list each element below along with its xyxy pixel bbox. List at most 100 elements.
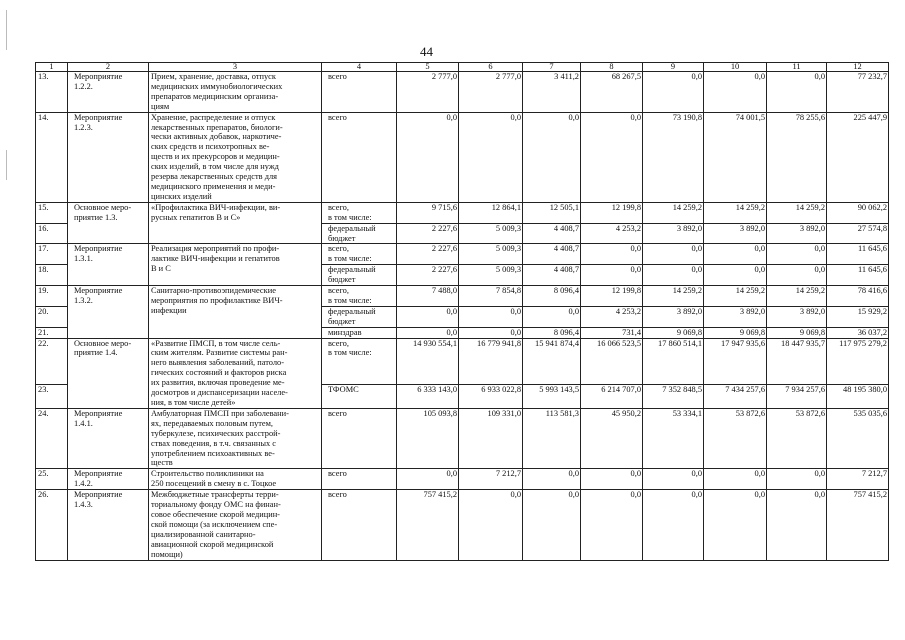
value-cell: 0,0 bbox=[642, 71, 704, 113]
value-cell: 109 331,0 bbox=[458, 407, 523, 470]
row-number: 26. bbox=[35, 489, 68, 561]
activity-name: Мероприятие 1.3.2. bbox=[67, 285, 149, 339]
row-number: 14. bbox=[35, 111, 68, 203]
value-cell: 7 854,8 bbox=[458, 285, 523, 307]
value-cell: 53 334,1 bbox=[642, 407, 704, 470]
scan-margin-mark bbox=[6, 150, 7, 180]
value-cell: 0,0 bbox=[703, 489, 767, 561]
value-cell: 77 232,7 bbox=[826, 71, 889, 113]
row-number: 16. bbox=[35, 222, 68, 245]
value-cell: 12 864,1 bbox=[458, 201, 523, 224]
activity-name: Основное меро- приятие 1.4. bbox=[67, 337, 149, 409]
value-cell: 757 415,2 bbox=[396, 489, 459, 561]
column-header: 8 bbox=[580, 62, 643, 72]
activity-description: Хранение, распределение и отпуск лекарст… bbox=[148, 111, 322, 203]
funding-source: всего bbox=[321, 111, 397, 203]
value-cell: 0,0 bbox=[703, 71, 767, 113]
value-cell: 6 333 143,0 bbox=[396, 383, 459, 409]
row-number: 13. bbox=[35, 71, 68, 113]
value-cell: 117 975 279,2 bbox=[826, 337, 889, 385]
row-number: 22. bbox=[35, 337, 68, 385]
value-cell: 0,0 bbox=[642, 489, 704, 561]
value-cell: 4 408,7 bbox=[522, 264, 581, 287]
value-cell: 0,0 bbox=[703, 264, 767, 287]
value-cell: 0,0 bbox=[580, 468, 643, 491]
value-cell: 0,0 bbox=[396, 326, 459, 339]
value-cell: 4 408,7 bbox=[522, 243, 581, 266]
funding-source: федеральный бюджет bbox=[321, 222, 397, 245]
value-cell: 12 199,8 bbox=[580, 201, 643, 224]
activity-name: Мероприятие 1.4.1. bbox=[67, 407, 149, 470]
value-cell: 90 062,2 bbox=[826, 201, 889, 224]
value-cell: 0,0 bbox=[766, 468, 827, 491]
value-cell: 14 930 554,1 bbox=[396, 337, 459, 385]
value-cell: 9 069,8 bbox=[642, 326, 704, 339]
column-header: 12 bbox=[826, 62, 889, 72]
funding-source: минздрав bbox=[321, 326, 397, 339]
funding-source: всего, в том числе: bbox=[321, 201, 397, 224]
activity-name: Мероприятие 1.4.2. bbox=[67, 468, 149, 491]
value-cell: 7 934 257,6 bbox=[766, 383, 827, 409]
value-cell: 0,0 bbox=[580, 111, 643, 203]
value-cell: 4 253,2 bbox=[580, 222, 643, 245]
activity-description: Реализация мероприятий по профи- лактике… bbox=[148, 243, 322, 287]
activity-description: Санитарно-противоэпидемические мероприят… bbox=[148, 285, 322, 339]
table-row: 13. Мероприятие 1.2.2. Прием, хранение, до… bbox=[35, 71, 889, 113]
value-cell: 8 096,4 bbox=[522, 285, 581, 307]
value-cell: 9 069,8 bbox=[766, 326, 827, 339]
row-number: 24. bbox=[35, 407, 68, 470]
value-cell: 0,0 bbox=[458, 489, 523, 561]
table-row: 22. Основное меро- приятие 1.4. «Развитие … bbox=[35, 337, 889, 409]
value-cell: 6 214 707,0 bbox=[580, 383, 643, 409]
table-row: 25. Мероприятие 1.4.2. Строительство полик… bbox=[35, 468, 889, 491]
funding-source: всего, в том числе: bbox=[321, 243, 397, 266]
value-cell: 0,0 bbox=[766, 243, 827, 266]
value-cell: 0,0 bbox=[580, 264, 643, 287]
value-cell: 2 777,0 bbox=[458, 71, 523, 113]
funding-source: федеральный бюджет bbox=[321, 305, 397, 328]
value-cell: 2 227,6 bbox=[396, 264, 459, 287]
table-row: 15. Основное меро- приятие 1.3. «Профилакт… bbox=[35, 201, 889, 245]
value-cell: 0,0 bbox=[458, 305, 523, 328]
value-cell: 3 892,0 bbox=[703, 305, 767, 328]
value-cell: 14 259,2 bbox=[703, 285, 767, 307]
value-cell: 0,0 bbox=[703, 243, 767, 266]
value-cell: 7 488,0 bbox=[396, 285, 459, 307]
value-cell: 0,0 bbox=[642, 243, 704, 266]
value-cell: 0,0 bbox=[522, 111, 581, 203]
page-number: 44 bbox=[420, 44, 433, 59]
value-cell: 7 212,7 bbox=[826, 468, 889, 491]
column-header: 3 bbox=[148, 62, 322, 72]
value-cell: 16 779 941,8 bbox=[458, 337, 523, 385]
column-header: 11 bbox=[766, 62, 827, 72]
funding-source: всего bbox=[321, 468, 397, 491]
value-cell: 3 892,0 bbox=[703, 222, 767, 245]
value-cell: 78 255,6 bbox=[766, 111, 827, 203]
value-cell: 9 715,6 bbox=[396, 201, 459, 224]
activity-name: Мероприятие 1.2.3. bbox=[67, 111, 149, 203]
column-header: 9 bbox=[642, 62, 704, 72]
value-cell: 5 009,3 bbox=[458, 243, 523, 266]
value-cell: 0,0 bbox=[580, 243, 643, 266]
funding-source: федеральный бюджет bbox=[321, 264, 397, 287]
value-cell: 4 253,2 bbox=[580, 305, 643, 328]
value-cell: 73 190,8 bbox=[642, 111, 704, 203]
value-cell: 0,0 bbox=[642, 468, 704, 491]
row-number: 21. bbox=[35, 326, 68, 339]
value-cell: 36 037,2 bbox=[826, 326, 889, 339]
activity-description: «Развитие ПМСП, в том числе сель- ским ж… bbox=[148, 337, 322, 409]
activity-name: Мероприятие 1.4.3. bbox=[67, 489, 149, 561]
value-cell: 4 408,7 bbox=[522, 222, 581, 245]
activity-description: Прием, хранение, доставка, отпуск медици… bbox=[148, 71, 322, 113]
column-header: 1 bbox=[35, 62, 68, 72]
funding-source: ТФОМС bbox=[321, 383, 397, 409]
row-number: 15. bbox=[35, 201, 68, 224]
value-cell: 0,0 bbox=[396, 305, 459, 328]
value-cell: 0,0 bbox=[766, 489, 827, 561]
row-number: 23. bbox=[35, 383, 68, 409]
value-cell: 3 892,0 bbox=[642, 222, 704, 245]
column-header: 2 bbox=[67, 62, 149, 72]
value-cell: 0,0 bbox=[458, 111, 523, 203]
value-cell: 0,0 bbox=[522, 305, 581, 328]
value-cell: 48 195 380,0 bbox=[826, 383, 889, 409]
